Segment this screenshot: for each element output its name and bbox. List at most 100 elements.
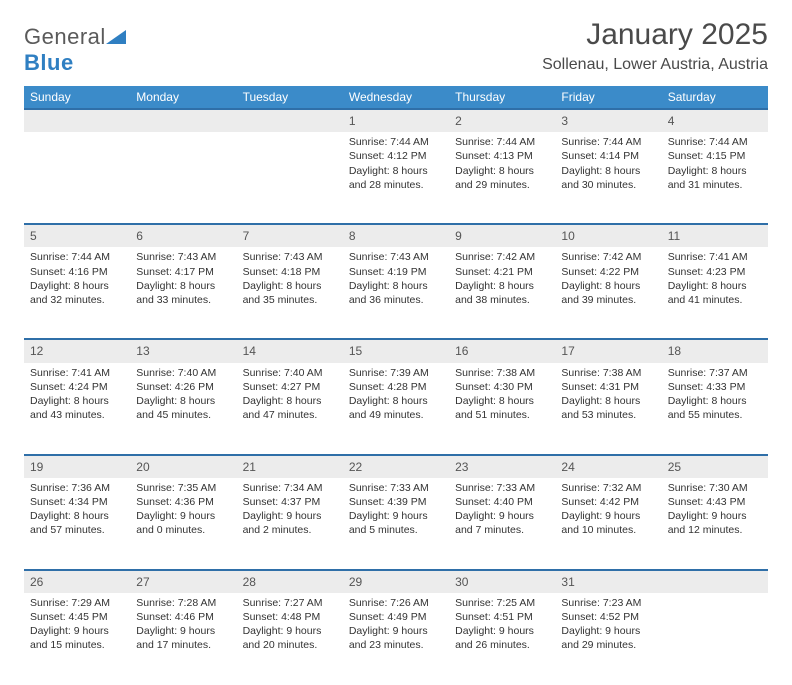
sunset-text: Sunset: 4:48 PM [243,610,337,624]
sunrise-text: Sunrise: 7:34 AM [243,481,337,495]
day-details-cell: Sunrise: 7:35 AMSunset: 4:36 PMDaylight:… [130,478,236,570]
weekday-header: Saturday [662,86,768,109]
sunset-text: Sunset: 4:39 PM [349,495,443,509]
day-details-cell: Sunrise: 7:44 AMSunset: 4:13 PMDaylight:… [449,132,555,224]
sunset-text: Sunset: 4:51 PM [455,610,549,624]
daynum-row: 12131415161718 [24,339,768,362]
day-details-row: Sunrise: 7:36 AMSunset: 4:34 PMDaylight:… [24,478,768,570]
sunset-text: Sunset: 4:40 PM [455,495,549,509]
month-title: January 2025 [542,18,768,52]
sunset-text: Sunset: 4:49 PM [349,610,443,624]
day-details-cell: Sunrise: 7:26 AMSunset: 4:49 PMDaylight:… [343,593,449,685]
sunset-text: Sunset: 4:27 PM [243,380,337,394]
daylight-text: Daylight: 8 hours and 32 minutes. [30,279,124,307]
sunrise-text: Sunrise: 7:40 AM [243,366,337,380]
day-number-cell: 19 [24,455,130,478]
daylight-text: Daylight: 8 hours and 51 minutes. [455,394,549,422]
day-details-cell: Sunrise: 7:44 AMSunset: 4:14 PMDaylight:… [555,132,661,224]
daylight-text: Daylight: 8 hours and 36 minutes. [349,279,443,307]
daylight-text: Daylight: 9 hours and 23 minutes. [349,624,443,652]
sunset-text: Sunset: 4:30 PM [455,380,549,394]
day-number-cell: 21 [237,455,343,478]
sunrise-text: Sunrise: 7:41 AM [668,250,762,264]
day-details-cell: Sunrise: 7:30 AMSunset: 4:43 PMDaylight:… [662,478,768,570]
daylight-text: Daylight: 8 hours and 30 minutes. [561,164,655,192]
sunset-text: Sunset: 4:46 PM [136,610,230,624]
sunrise-text: Sunrise: 7:44 AM [30,250,124,264]
day-number-cell [130,109,236,132]
day-details-cell: Sunrise: 7:41 AMSunset: 4:24 PMDaylight:… [24,363,130,455]
day-number-cell: 11 [662,224,768,247]
daylight-text: Daylight: 8 hours and 43 minutes. [30,394,124,422]
day-details-cell: Sunrise: 7:34 AMSunset: 4:37 PMDaylight:… [237,478,343,570]
daylight-text: Daylight: 8 hours and 39 minutes. [561,279,655,307]
header: General Blue January 2025 Sollenau, Lowe… [24,18,768,76]
day-details-cell: Sunrise: 7:25 AMSunset: 4:51 PMDaylight:… [449,593,555,685]
sunrise-text: Sunrise: 7:38 AM [561,366,655,380]
weekday-header-row: SundayMondayTuesdayWednesdayThursdayFrid… [24,86,768,109]
sunset-text: Sunset: 4:17 PM [136,265,230,279]
day-details-row: Sunrise: 7:41 AMSunset: 4:24 PMDaylight:… [24,363,768,455]
sunset-text: Sunset: 4:43 PM [668,495,762,509]
sunrise-text: Sunrise: 7:27 AM [243,596,337,610]
day-details-cell: Sunrise: 7:43 AMSunset: 4:18 PMDaylight:… [237,247,343,339]
sunset-text: Sunset: 4:31 PM [561,380,655,394]
day-details-cell: Sunrise: 7:27 AMSunset: 4:48 PMDaylight:… [237,593,343,685]
daylight-text: Daylight: 8 hours and 41 minutes. [668,279,762,307]
daylight-text: Daylight: 9 hours and 12 minutes. [668,509,762,537]
sunset-text: Sunset: 4:28 PM [349,380,443,394]
day-number-cell [237,109,343,132]
daynum-row: 1234 [24,109,768,132]
logo: General Blue [24,24,126,76]
logo-triangle-icon [106,24,126,50]
sunset-text: Sunset: 4:14 PM [561,149,655,163]
sunrise-text: Sunrise: 7:38 AM [455,366,549,380]
day-number-cell: 2 [449,109,555,132]
sunrise-text: Sunrise: 7:43 AM [349,250,443,264]
day-number-cell: 27 [130,570,236,593]
weekday-header: Tuesday [237,86,343,109]
day-details-row: Sunrise: 7:44 AMSunset: 4:12 PMDaylight:… [24,132,768,224]
sunrise-text: Sunrise: 7:42 AM [455,250,549,264]
day-number-cell: 14 [237,339,343,362]
sunset-text: Sunset: 4:23 PM [668,265,762,279]
day-number-cell: 15 [343,339,449,362]
day-number-cell: 12 [24,339,130,362]
sunrise-text: Sunrise: 7:26 AM [349,596,443,610]
sunset-text: Sunset: 4:16 PM [30,265,124,279]
daylight-text: Daylight: 8 hours and 29 minutes. [455,164,549,192]
daynum-row: 262728293031 [24,570,768,593]
sunrise-text: Sunrise: 7:42 AM [561,250,655,264]
day-details-cell: Sunrise: 7:42 AMSunset: 4:22 PMDaylight:… [555,247,661,339]
day-details-cell: Sunrise: 7:29 AMSunset: 4:45 PMDaylight:… [24,593,130,685]
day-number-cell: 28 [237,570,343,593]
sunrise-text: Sunrise: 7:23 AM [561,596,655,610]
sunrise-text: Sunrise: 7:44 AM [349,135,443,149]
daylight-text: Daylight: 9 hours and 7 minutes. [455,509,549,537]
sunrise-text: Sunrise: 7:43 AM [243,250,337,264]
daylight-text: Daylight: 8 hours and 55 minutes. [668,394,762,422]
sunset-text: Sunset: 4:24 PM [30,380,124,394]
title-block: January 2025 Sollenau, Lower Austria, Au… [542,18,768,74]
day-number-cell: 20 [130,455,236,478]
daylight-text: Daylight: 9 hours and 2 minutes. [243,509,337,537]
day-details-cell [24,132,130,224]
sunrise-text: Sunrise: 7:33 AM [455,481,549,495]
day-details-cell: Sunrise: 7:41 AMSunset: 4:23 PMDaylight:… [662,247,768,339]
day-details-cell: Sunrise: 7:42 AMSunset: 4:21 PMDaylight:… [449,247,555,339]
sunset-text: Sunset: 4:22 PM [561,265,655,279]
day-details-cell: Sunrise: 7:43 AMSunset: 4:19 PMDaylight:… [343,247,449,339]
day-number-cell: 24 [555,455,661,478]
day-number-cell: 4 [662,109,768,132]
day-number-cell: 10 [555,224,661,247]
sunrise-text: Sunrise: 7:44 AM [668,135,762,149]
day-details-cell [237,132,343,224]
day-details-cell: Sunrise: 7:43 AMSunset: 4:17 PMDaylight:… [130,247,236,339]
day-details-cell: Sunrise: 7:37 AMSunset: 4:33 PMDaylight:… [662,363,768,455]
day-details-cell [662,593,768,685]
sunrise-text: Sunrise: 7:37 AM [668,366,762,380]
daylight-text: Daylight: 9 hours and 5 minutes. [349,509,443,537]
sunset-text: Sunset: 4:12 PM [349,149,443,163]
sunset-text: Sunset: 4:26 PM [136,380,230,394]
daylight-text: Daylight: 9 hours and 15 minutes. [30,624,124,652]
